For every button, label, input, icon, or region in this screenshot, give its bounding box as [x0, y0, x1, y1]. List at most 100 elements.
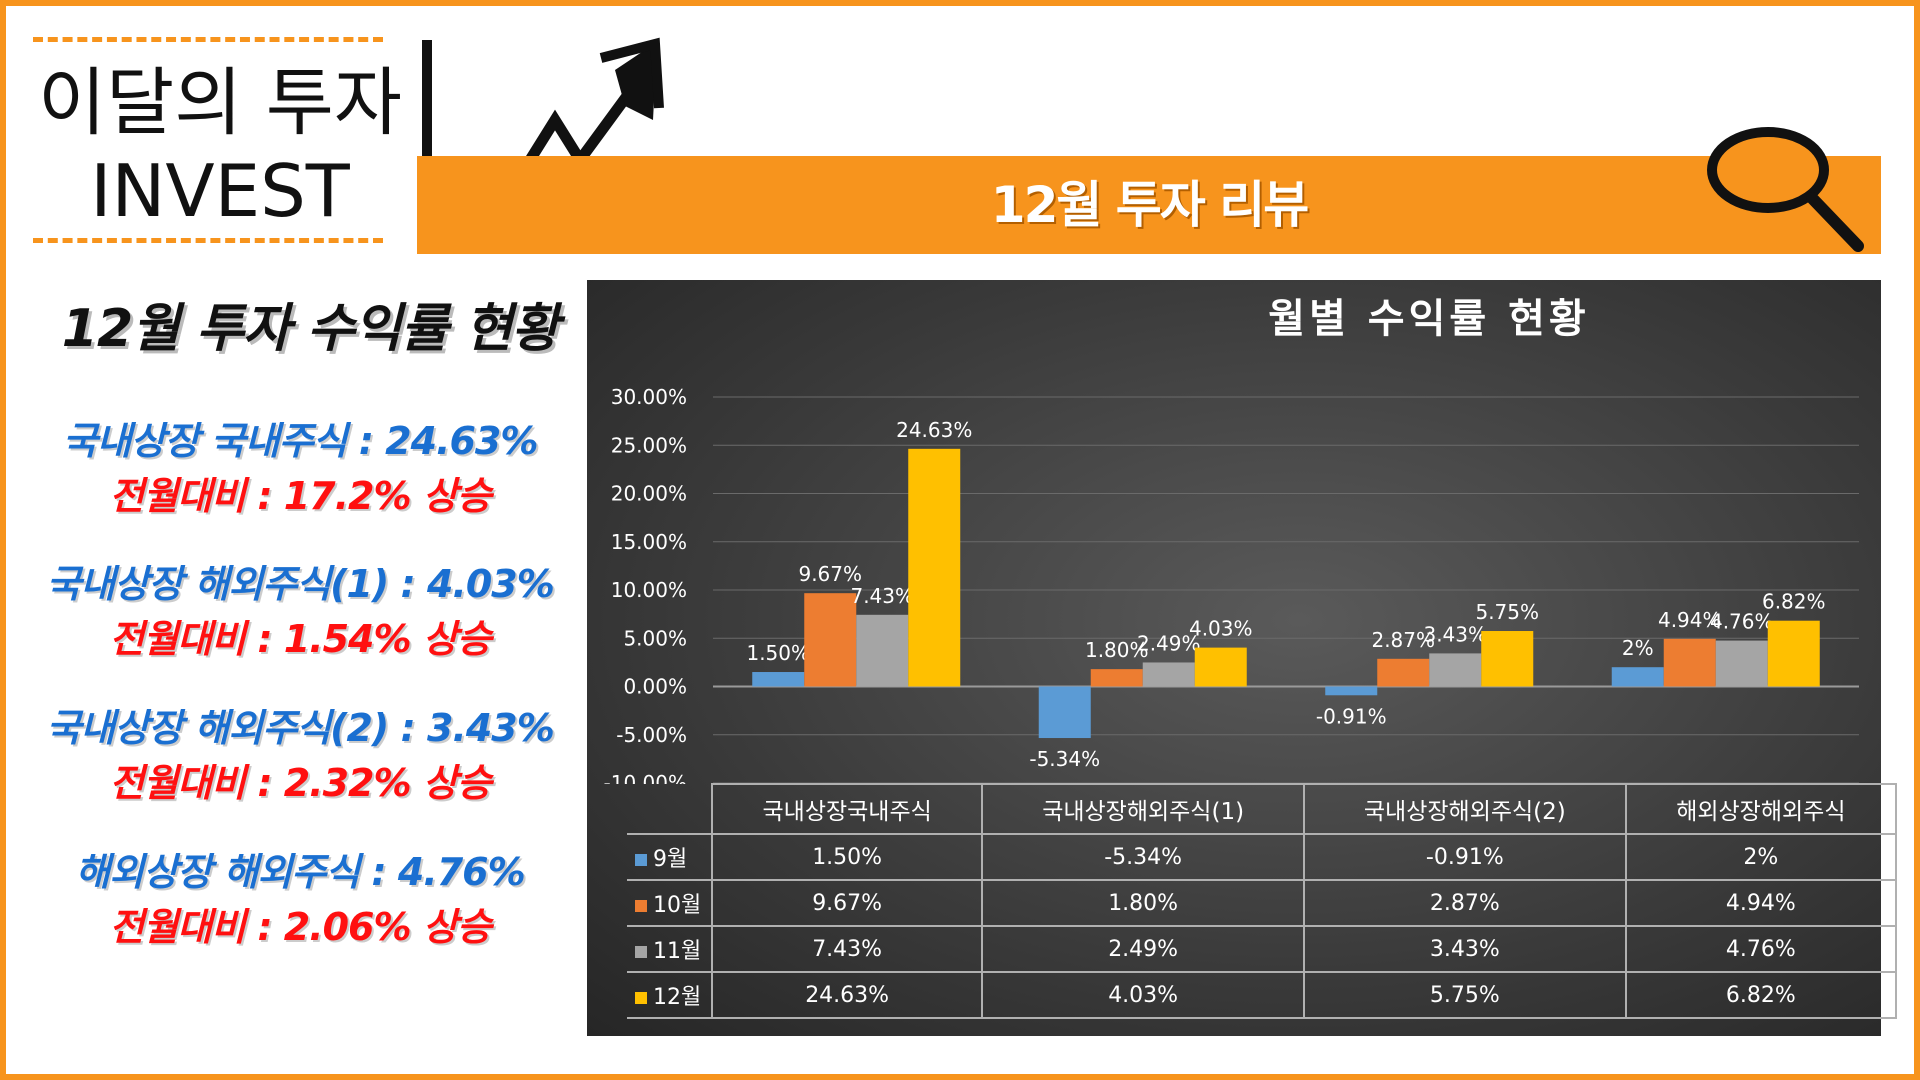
table-cell: 24.63% [710, 971, 984, 1019]
bar-11월-1 [1142, 662, 1195, 687]
summary-item-3-value: 국내상장 해외주식(2) : 3.43% [46, 706, 555, 750]
y-tick-label: -5.00% [616, 723, 687, 747]
table-column-header: 국내상장국내주식 [710, 783, 984, 835]
table-cell: 1.50% [710, 833, 984, 881]
table-cell: 5.75% [1302, 971, 1627, 1019]
bar-9월-0 [752, 672, 805, 687]
header-banner: 12월 투자 리뷰 [417, 156, 1881, 254]
summary-item-4-value: 해외상장 해외주식 : 4.76% [75, 850, 525, 894]
legend-label: 12월 [653, 985, 702, 1010]
table-row: 11월 7.43% 2.49% 3.43% 4.76% [627, 925, 1898, 973]
table-cell: 9.67% [710, 879, 984, 927]
y-tick-label: 30.00% [611, 385, 687, 409]
data-label: 1.80% [1085, 638, 1149, 662]
table-cell: 2.49% [981, 925, 1305, 973]
legend-swatch [635, 900, 647, 912]
bar-12월-1 [1194, 647, 1247, 687]
bar-10월-3 [1663, 638, 1716, 687]
table-row: 12월 24.63% 4.03% 5.75% 6.82% [627, 971, 1898, 1019]
legend-entry: 12월 [627, 971, 713, 1019]
summary-item-2-change: 전월대비 : 1.54% 상승 [109, 617, 491, 661]
y-tick-label: 25.00% [611, 433, 687, 457]
bar-11월-2 [1429, 653, 1482, 687]
data-label: 24.63% [896, 418, 972, 442]
table-row: 10월 9.67% 1.80% 2.87% 4.94% [627, 879, 1898, 927]
table-cell: 7.43% [710, 925, 984, 973]
summary-item-4-change: 전월대비 : 2.06% 상승 [109, 905, 491, 949]
table-row: 9월 1.50% -5.34% -0.91% 2% [627, 833, 1898, 881]
bar-chart: 월별 수익률 현황 30.00% 25.00% 20.00% 15.00% 10.00%… [604, 296, 1859, 784]
data-label: 6.82% [1762, 590, 1826, 614]
legend-entry: 9월 [627, 833, 713, 881]
data-label: 2% [1622, 636, 1654, 660]
logo-top-divider [33, 37, 383, 42]
summary-item-1: 국내상장 국내주식 : 24.63% 전월대비 : 17.2% 상승 [30, 410, 570, 520]
table-cell: 3.43% [1302, 925, 1627, 973]
data-label: 4.76% [1710, 610, 1774, 634]
table-corner [627, 784, 712, 834]
table-cell: 2% [1624, 833, 1898, 881]
table-cell: 2.87% [1302, 879, 1627, 927]
table-cell: 4.94% [1624, 879, 1898, 927]
bar-10월-2 [1377, 658, 1430, 687]
table-cell: -0.91% [1302, 833, 1627, 881]
summary-item-2: 국내상장 해외주식(1) : 4.03% 전월대비 : 1.54% 상승 [30, 553, 570, 663]
table-cell: 4.03% [981, 971, 1305, 1019]
y-tick-label: 10.00% [611, 578, 687, 602]
bar-10월-0 [804, 593, 857, 687]
data-label: 4.94% [1658, 608, 1722, 632]
legend-swatch [635, 992, 647, 1004]
bar-11월-3 [1715, 640, 1768, 687]
legend-entry: 11월 [627, 925, 713, 973]
logo-bottom-divider [33, 238, 383, 243]
summary-item-2-value: 국내상장 해외주식(1) : 4.03% [46, 562, 555, 606]
summary-item-4: 해외상장 해외주식 : 4.76% 전월대비 : 2.06% 상승 [30, 841, 570, 951]
bar-11월-0 [856, 614, 909, 687]
legend-swatch [635, 946, 647, 958]
table-cell: -5.34% [981, 833, 1305, 881]
bar-9월-1 [1038, 686, 1091, 739]
data-label: -5.34% [1029, 747, 1100, 771]
logo-line1: 이달의 투자 [38, 60, 402, 146]
y-tick-label: 15.00% [611, 530, 687, 554]
magnifier-icon [1707, 127, 1864, 252]
table-column-header: 국내상장해외주식(2) [1302, 783, 1627, 835]
chart-title: 월별 수익률 현황 [1268, 296, 1589, 342]
banner-title: 12월 투자 리뷰 [990, 176, 1309, 234]
logo-line2: INVEST [90, 149, 350, 233]
data-label: 5.75% [1475, 600, 1539, 624]
data-label: 2.87% [1371, 628, 1435, 652]
y-tick-label: 20.00% [611, 482, 687, 506]
summary-item-1-value: 국내상장 국내주식 : 24.63% [62, 419, 539, 463]
data-label: 9.67% [798, 562, 862, 586]
data-label: 1.50% [746, 641, 810, 665]
summary-item-3: 국내상장 해외주식(2) : 3.43% 전월대비 : 2.32% 상승 [30, 697, 570, 807]
summary-item-3-change: 전월대비 : 2.32% 상승 [109, 761, 491, 805]
legend-swatch [635, 854, 647, 866]
data-label: 7.43% [850, 584, 914, 608]
chart-panel: 월별 수익률 현황 30.00% 25.00% 20.00% 15.00% 10.00%… [587, 280, 1898, 1036]
legend-entry: 10월 [627, 879, 713, 927]
bar-9월-2 [1325, 686, 1378, 696]
bar-9월-3 [1611, 667, 1664, 687]
bar-12월-3 [1767, 620, 1820, 687]
table-cell: 4.76% [1624, 925, 1898, 973]
data-label: -0.91% [1316, 704, 1387, 728]
bar-10월-1 [1090, 669, 1143, 687]
data-table: 국내상장국내주식 국내상장해외주식(1) 국내상장해외주식(2) 해외상장해외주식 9월… [627, 783, 1898, 1019]
data-label: 4.03% [1189, 617, 1253, 641]
data-label: 3.43% [1423, 622, 1487, 646]
table-column-header: 해외상장해외주식 [1624, 783, 1898, 835]
bar-12월-0 [908, 448, 961, 687]
table-cell: 1.80% [981, 879, 1305, 927]
summary-title: 12월 투자 수익률 현황 [61, 299, 559, 359]
table-column-header: 국내상장해외주식(1) [981, 783, 1305, 835]
y-tick-label: -10.00% [604, 771, 687, 784]
y-tick-label: 5.00% [623, 626, 687, 650]
summary-item-1-change: 전월대비 : 17.2% 상승 [109, 474, 491, 518]
bar-12월-2 [1481, 631, 1534, 687]
legend-label: 9월 [653, 847, 688, 872]
data-label: 2.49% [1137, 631, 1201, 655]
table-cell: 6.82% [1624, 971, 1898, 1019]
